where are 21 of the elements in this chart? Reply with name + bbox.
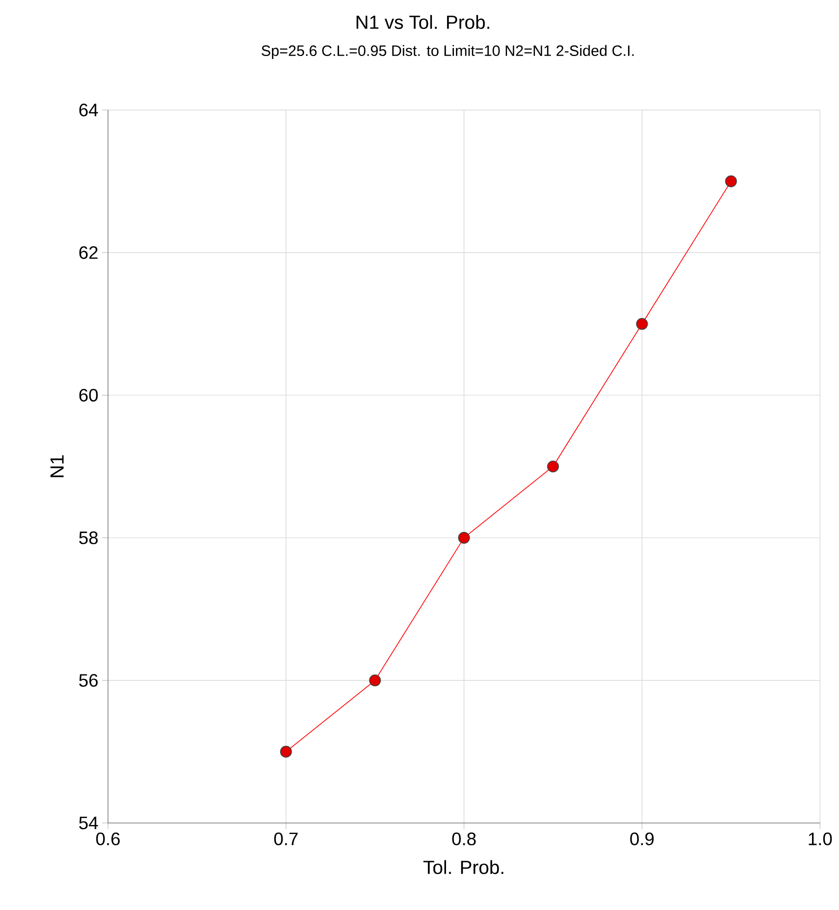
y-axis-title: N1	[50, 455, 64, 478]
point	[458, 532, 470, 544]
x-axis-title: Tol. Prob.	[423, 860, 504, 874]
point	[369, 674, 381, 686]
x-tick-label: 1.0	[808, 832, 832, 846]
point	[547, 460, 559, 472]
y-tick-label: 62	[79, 246, 98, 259]
y-tick-label: 58	[79, 531, 98, 544]
point	[636, 318, 648, 330]
y-tick-label: 60	[79, 388, 98, 402]
chart-title: N1 vs Tol. Prob.	[356, 15, 490, 29]
y-tick-label: 64	[79, 104, 98, 116]
point	[280, 746, 292, 758]
x-tick-label: 0.9	[630, 832, 654, 846]
point	[725, 175, 737, 188]
x-tick-label: 0.8	[452, 832, 476, 846]
x-tick-label: 0.6	[96, 832, 120, 846]
chart-subtitle: Sp=25.6 C.L.=0.95 Dist. to Limit=10 N2=N1 2-Sided C.I.	[262, 45, 634, 59]
x-tick-label: 0.7	[274, 832, 298, 846]
y-tick-label: 56	[79, 674, 98, 687]
y-tick-label: 54	[79, 816, 98, 830]
